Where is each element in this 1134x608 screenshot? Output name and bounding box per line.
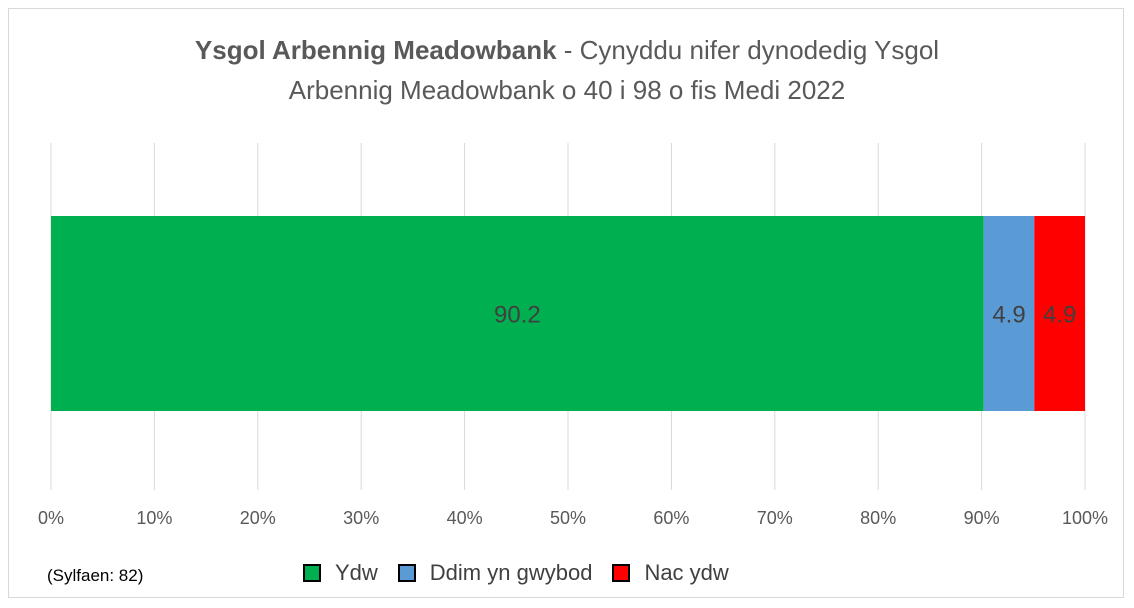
x-tick-label: 80% (860, 508, 896, 528)
chart-title: Ysgol Arbennig Meadowbank - Cynyddu nife… (0, 30, 1134, 110)
bar-segment (51, 216, 984, 411)
x-tick-label: 40% (447, 508, 483, 528)
legend-label: Ddim yn gwybod (429, 560, 593, 585)
x-tick-label: 100% (1062, 508, 1108, 528)
legend-item: Ydw (303, 560, 378, 586)
x-tick-label: 90% (964, 508, 1000, 528)
x-tick-label: 60% (653, 508, 689, 528)
x-tick-label: 70% (757, 508, 793, 528)
legend-label: Nac ydw (644, 560, 729, 585)
legend-swatch (397, 564, 416, 582)
bar-segment (1034, 216, 1085, 411)
legend-swatch (303, 564, 321, 582)
x-tick-label: 10% (136, 508, 172, 528)
legend-label: Ydw (335, 560, 378, 585)
legend-swatch (612, 564, 631, 582)
chart-title-line-1: Ysgol Arbennig Meadowbank - Cynyddu nife… (0, 30, 1134, 70)
chart-title-bold: Ysgol Arbennig Meadowbank (194, 35, 557, 65)
data-label: 4.9 (992, 302, 1025, 329)
legend-item: Nac ydw (612, 560, 729, 586)
x-tick-label: 30% (343, 508, 379, 528)
x-tick-label: 50% (550, 508, 586, 528)
chart-title-rest: - Cynyddu nifer dynodedig Ysgol (556, 35, 940, 65)
x-tick-label: 20% (240, 508, 276, 528)
bar-segment (983, 216, 1035, 411)
data-label: 90.2 (494, 302, 541, 329)
chart-legend: Ydw Ddim yn gwybod Nac ydw (303, 560, 749, 586)
legend-item: Ddim yn gwybod (397, 560, 593, 586)
data-label: 4.9 (1043, 302, 1076, 329)
x-tick-label: 0% (38, 508, 64, 528)
base-footnote: (Sylfaen: 82) (47, 566, 144, 585)
chart-title-line-2: Arbennig Meadowbank o 40 i 98 o fis Medi… (288, 75, 846, 105)
